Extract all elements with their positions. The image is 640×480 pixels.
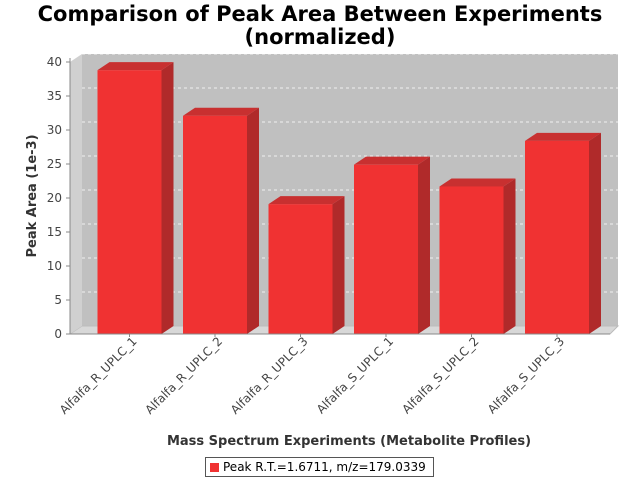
bar-side [589,132,601,334]
legend-label: Peak R.T.=1.6711, m/z=179.0339 [223,460,426,474]
y-tick-label: 35 [47,89,62,103]
chart-title: Comparison of Peak Area Between Experime… [37,2,603,26]
bar [183,107,259,334]
y-tick-label: 15 [47,225,62,239]
bar-top [268,196,345,205]
x-tick-label: Alfalfa_S_UPLC_3 [485,334,567,416]
y-tick-label: 5 [54,293,62,307]
plot-side-wall [70,54,82,334]
y-tick-label: 25 [47,157,62,171]
y-tick-label: 40 [47,55,62,69]
bar-top [183,107,259,116]
bar-front [97,70,162,334]
bar [525,132,601,334]
bar-side [332,196,345,334]
bar-top [525,132,601,141]
bar-top [439,178,516,187]
bar [268,196,345,334]
bar [354,156,430,334]
x-tick-label: Alfalfa_S_UPLC_1 [314,334,396,416]
bar-front [354,164,418,334]
bar-front [183,115,247,334]
legend: Peak R.T.=1.6711, m/z=179.0339 [205,457,434,477]
bar-front [268,204,333,334]
bar-side [247,107,259,334]
y-tick-label: 0 [54,327,62,341]
chart-subtitle: (normalized) [244,25,396,49]
x-tick-label: Alfalfa_R_UPLC_3 [228,334,311,417]
bar [97,62,174,334]
x-tick-label: Alfalfa_R_UPLC_1 [57,334,140,417]
y-axis-label: Peak Area (1e-3) [25,134,40,257]
bar [439,178,516,334]
bar-top [354,156,430,165]
bar-top [97,62,174,71]
bar-side [161,62,174,334]
bar-side [418,156,430,334]
y-tick-label: 30 [47,123,62,137]
x-tick-label: Alfalfa_R_UPLC_2 [142,334,225,417]
bar-front [439,186,504,334]
legend-swatch [210,462,219,472]
x-tick-label: Alfalfa_S_UPLC_2 [399,334,481,416]
bar-front [525,140,589,334]
x-axis-label: Mass Spectrum Experiments (Metabolite Pr… [167,434,531,449]
y-tick-label: 20 [47,191,62,205]
y-tick-label: 10 [47,259,62,273]
bar-side [503,178,516,334]
